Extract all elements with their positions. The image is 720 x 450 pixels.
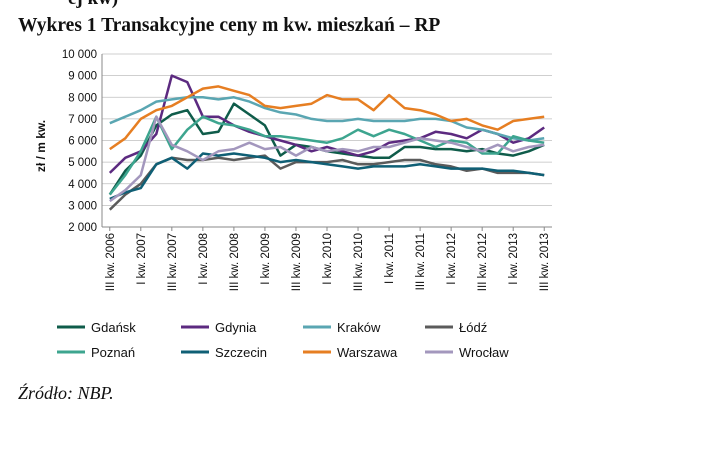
series-line-Gdynia	[108, 74, 545, 174]
legend-item-Szczecin: Szczecin	[181, 345, 267, 360]
source-note: Źródło: NBP.	[18, 383, 114, 403]
x-tick-label: III kw. 2013	[539, 233, 551, 291]
series-line-Łódź	[108, 154, 545, 211]
legend-item-Poznań: Poznań	[57, 345, 135, 360]
series-line-Wrocław	[109, 115, 545, 203]
chart-title: Wykres 1 Transakcyjne ceny m kw. mieszka…	[18, 15, 441, 36]
y-tick-label: 10 000	[62, 49, 97, 61]
legend-label: Kraków	[337, 320, 381, 335]
x-tick-label: III kw. 2006	[105, 233, 117, 291]
series-line-Kraków	[109, 96, 545, 142]
legend-item-Kraków: Kraków	[303, 320, 381, 335]
clipped-previous-line: ej kw)	[68, 0, 118, 10]
y-tick-label: 8 000	[68, 92, 97, 104]
y-tick-label: 2 000	[68, 222, 97, 234]
legend: Gdańsk Gdynia Kraków Łódź Poznań Szczecin Wars…	[57, 320, 509, 360]
y-tick-label: 4 000	[68, 179, 97, 191]
x-tick-label: I kw. 2009	[260, 233, 272, 285]
y-tick-label: 5 000	[68, 157, 97, 169]
legend-label: Łódź	[459, 320, 487, 335]
x-tick-label: I kw. 2008	[198, 233, 210, 285]
x-tick-label: III kw. 2011	[415, 233, 427, 290]
x-tick-label: I kw. 2010	[322, 233, 334, 285]
legend-label: Wrocław	[459, 345, 509, 360]
y-tick-label: 9 000	[68, 71, 97, 83]
axes	[101, 54, 552, 231]
x-tick-label: I kw. 2013	[508, 233, 520, 285]
series-line-Szczecin	[109, 152, 545, 201]
legend-item-Gdańsk: Gdańsk	[57, 320, 136, 335]
series-lines	[108, 74, 545, 211]
legend-item-Gdynia: Gdynia	[181, 320, 257, 335]
y-tick-label: 7 000	[68, 114, 97, 126]
legend-label: Gdynia	[215, 320, 257, 335]
legend-label: Poznań	[91, 345, 135, 360]
series-line-Warszawa	[109, 85, 545, 151]
y-tick-labels: 2 000 3 000 4 000 5 000 6 000 7 000 8 000 9 000…	[62, 49, 97, 234]
legend-label: Gdańsk	[91, 320, 136, 335]
x-tick-label: I kw. 2011	[384, 233, 396, 284]
legend-item-Łódź: Łódź	[425, 320, 487, 335]
x-tick-label: I kw. 2012	[446, 233, 458, 285]
y-axis-label: zł / m kw.	[34, 120, 48, 172]
x-tick-label: III kw. 2007	[167, 233, 179, 291]
legend-item-Warszawa: Warszawa	[303, 345, 398, 360]
x-tick-label: III kw. 2009	[291, 233, 303, 291]
legend-label: Warszawa	[337, 345, 398, 360]
x-tick-labels: III kw. 2006 I kw. 2007 III kw. 2007 I kw. …	[105, 233, 551, 291]
legend-label: Szczecin	[215, 345, 267, 360]
x-tick-label: III kw. 2010	[353, 233, 365, 291]
y-tick-label: 6 000	[68, 136, 97, 148]
legend-item-Wrocław: Wrocław	[425, 345, 509, 360]
series-line-Poznań	[108, 115, 545, 196]
x-tick-label: III kw. 2012	[477, 233, 489, 291]
x-tick-label: III kw. 2008	[229, 233, 241, 291]
y-tick-label: 3 000	[68, 200, 97, 212]
x-tick-label: I kw. 2007	[136, 233, 148, 285]
